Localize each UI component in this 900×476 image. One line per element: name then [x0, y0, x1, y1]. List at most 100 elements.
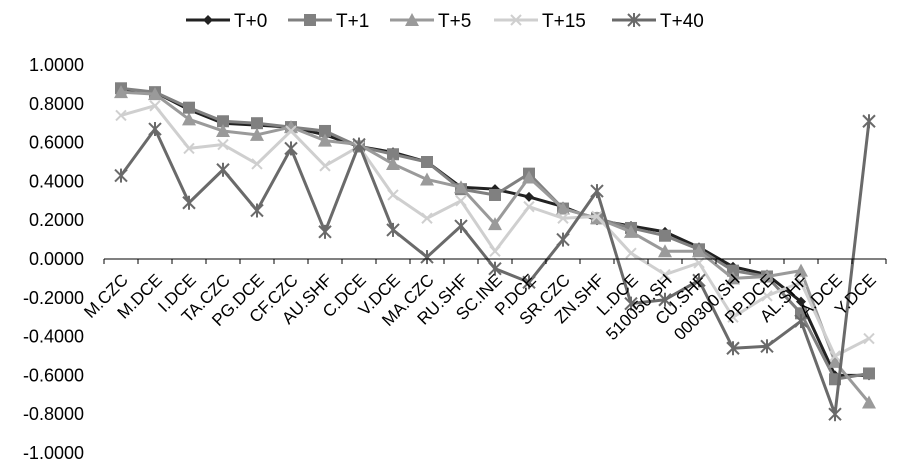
data-point [149, 100, 161, 112]
y-tick-label: 0.0000 [29, 249, 84, 269]
data-point [524, 191, 534, 202]
legend-label: T+1 [336, 11, 369, 32]
legend: T+0 T+1 T+5 T+15 T+40 [186, 11, 704, 32]
data-point [761, 290, 773, 302]
y-tick-label: -0.4000 [23, 327, 84, 347]
data-point [420, 250, 434, 265]
legend-item: T+0 [186, 11, 267, 32]
data-point [250, 203, 264, 218]
data-point [658, 292, 672, 307]
data-point [182, 112, 196, 126]
data-point [284, 120, 298, 134]
data-point [387, 148, 399, 161]
data-point [659, 268, 671, 281]
data-point [556, 232, 570, 247]
data-point [250, 127, 264, 141]
data-point [760, 269, 774, 283]
legend-label: T+15 [542, 11, 586, 32]
data-point [285, 125, 297, 137]
data-point [148, 122, 162, 137]
y-tick-label: 0.2000 [29, 210, 84, 230]
data-point [455, 195, 467, 207]
series-4 [115, 100, 875, 362]
data-point [488, 217, 502, 231]
data-point [352, 137, 366, 152]
data-point [284, 141, 298, 156]
y-tick-label: 0.4000 [29, 171, 84, 191]
data-point [216, 162, 230, 177]
data-point [216, 123, 230, 137]
data-point [183, 101, 195, 114]
data-point [319, 124, 331, 137]
data-point [796, 296, 806, 307]
data-point [727, 264, 739, 277]
data-point [251, 117, 263, 130]
data-point [217, 115, 229, 128]
series-line [120, 104, 870, 358]
legend-label: T+5 [438, 11, 471, 32]
data-point [794, 314, 808, 329]
data-point [114, 85, 128, 99]
data-point [726, 271, 740, 285]
data-point [658, 244, 672, 258]
data-point [727, 311, 739, 323]
y-axis: 1.0000 0.8000 0.6000 0.4000 0.2000 0.0000 -0.2… [23, 55, 84, 463]
legend-marker [304, 14, 316, 26]
data-point [862, 395, 876, 409]
y-tick-label: -1.0000 [23, 443, 84, 463]
data-point [522, 275, 536, 290]
legend-label: T+40 [660, 11, 704, 32]
data-point [659, 229, 671, 242]
data-point [386, 222, 400, 237]
data-point [590, 184, 604, 199]
legend-marker [627, 13, 641, 27]
series-3 [114, 85, 876, 409]
data-point [692, 244, 706, 258]
legend-label: T+0 [234, 11, 267, 32]
data-point [148, 87, 162, 101]
data-point [387, 189, 399, 201]
data-point [251, 158, 263, 170]
data-point [454, 180, 468, 194]
data-point [489, 188, 501, 201]
data-point [318, 224, 332, 239]
data-point [863, 367, 875, 380]
legend-item: T+1 [288, 11, 369, 32]
y-tick-label: -0.6000 [23, 365, 84, 385]
data-point [523, 200, 535, 213]
legend-item: T+40 [612, 11, 704, 32]
data-point [114, 168, 128, 183]
data-point [693, 257, 705, 269]
y-tick-label: 0.6000 [29, 133, 84, 153]
y-tick-label: -0.2000 [23, 288, 84, 308]
data-point [557, 212, 569, 224]
data-point [420, 172, 434, 186]
data-point [454, 219, 468, 234]
data-point [863, 332, 875, 345]
series-5 [114, 114, 876, 422]
x-axis: M.CZCM.DCEI.DCETA.CZCPG.DCECF.CZCAU.SHFC… [80, 258, 887, 344]
legend-item: T+5 [390, 11, 471, 32]
data-point [828, 407, 842, 422]
data-point [183, 142, 195, 155]
series-line [120, 90, 871, 404]
data-point [217, 138, 229, 151]
legend-marker [203, 15, 213, 25]
data-point [692, 273, 706, 288]
data-point [795, 276, 807, 288]
data-point [829, 350, 841, 362]
data-point [421, 156, 433, 168]
data-point [828, 354, 842, 368]
data-point [794, 263, 808, 277]
series-2 [115, 82, 875, 386]
legend-marker [510, 14, 522, 26]
legend-marker [405, 13, 419, 26]
data-point [556, 201, 570, 215]
data-point [318, 133, 332, 147]
data-point [624, 296, 638, 311]
data-point [862, 114, 876, 129]
data-point [795, 307, 807, 320]
data-point [624, 224, 638, 238]
data-point [421, 212, 433, 224]
